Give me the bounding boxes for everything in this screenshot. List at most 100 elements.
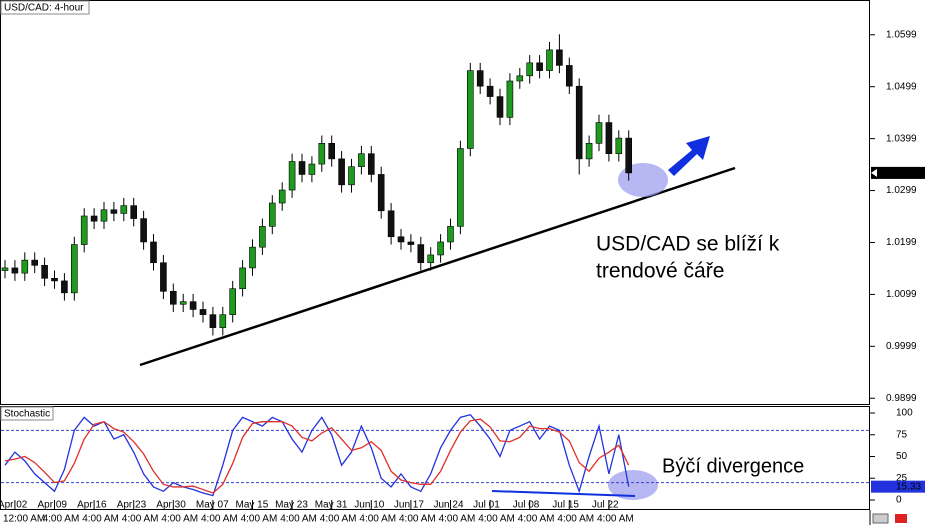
candle-body [219, 314, 227, 328]
annotation: trendové čáře [596, 260, 724, 283]
candle-body [476, 70, 484, 87]
current-value: 15.33 [896, 481, 921, 492]
x-tick-label: Jun 10 [354, 500, 384, 511]
x-tick-label: Apr 16 [77, 500, 107, 511]
candle-body [239, 267, 246, 289]
x-time-label: 4:00 AM [557, 514, 594, 525]
x-time-label: 4:00 AM [122, 514, 159, 525]
x-time-label: 4:00 AM [82, 514, 119, 525]
x-time-label: 4:00 AM [241, 514, 278, 525]
candle-body [21, 259, 29, 274]
x-tick-label: May 15 [236, 500, 269, 511]
candle-body [328, 143, 336, 160]
candle-body [338, 158, 345, 186]
candle-body [51, 278, 58, 282]
x-time-label: 4:00 AM [399, 514, 436, 525]
candle-body [268, 202, 276, 227]
x-tick-label: Jun 24 [434, 500, 464, 511]
candle-body [100, 209, 108, 222]
trendline [139, 166, 736, 367]
candle-body [397, 236, 405, 243]
candle-body [140, 218, 147, 243]
candle-body [288, 161, 296, 191]
candle-body [80, 215, 88, 245]
candle-body [160, 262, 167, 292]
candle-body [387, 210, 395, 238]
candle-body [625, 137, 633, 174]
stoch-title: Stochastic [4, 409, 50, 420]
candle-body [179, 301, 187, 305]
candle-body [486, 85, 494, 97]
x-tick-label: Apr 23 [117, 500, 147, 511]
y-tick-label: 0.9999 [886, 341, 917, 352]
candle-body [41, 265, 48, 279]
x-time-label: 4:00 AM [161, 514, 198, 525]
x-tick-label: Apr 09 [38, 500, 68, 511]
price-marker [871, 168, 877, 177]
candle-body [595, 122, 603, 144]
scroll-icon[interactable] [872, 513, 889, 524]
candle-body [298, 161, 306, 175]
x-time-label: 4:00 AM [478, 514, 515, 525]
y-tick-label: 0.9899 [886, 393, 917, 404]
x-time-label: 12:00 AM [3, 514, 45, 525]
candle-body [130, 205, 137, 219]
candle-body [516, 75, 524, 82]
candle-body [496, 96, 504, 118]
candle-body [1, 267, 9, 271]
stoch-title-box [0, 406, 54, 421]
highlight [608, 470, 658, 500]
candle-body [199, 309, 207, 315]
candle-body [546, 49, 553, 71]
x-tick-label: Jul 22 [592, 500, 619, 511]
arrow [668, 136, 710, 176]
candle-body [457, 148, 464, 227]
candle-body [120, 205, 128, 214]
candle-body [377, 174, 385, 212]
candle-body [11, 267, 19, 274]
candle-body [90, 215, 98, 222]
candle-body [318, 143, 326, 165]
x-tick-label: Jul 08 [513, 500, 540, 511]
y-tick-label: 1.0299 [886, 185, 917, 196]
y-tick-label: 50 [896, 451, 908, 462]
annotation: USD/CAD se blíží k [596, 233, 780, 256]
candle-body [71, 244, 78, 294]
x-time-label: 4:00 AM [201, 514, 238, 525]
candle-body [526, 62, 534, 77]
x-time-label: 4:00 AM [439, 514, 476, 525]
candle-body [506, 80, 514, 118]
scroll-icon[interactable] [895, 514, 907, 523]
current-price: 1.0333 [886, 168, 917, 179]
candle-body [565, 65, 573, 87]
candle-body [615, 137, 623, 154]
candle-body [575, 85, 583, 160]
title-box [0, 0, 90, 15]
candle-body [110, 209, 118, 214]
annotation: Býčí divergence [662, 455, 804, 477]
x-tick-label: May 07 [196, 500, 229, 511]
candle-body [358, 153, 365, 167]
candle-body [31, 259, 39, 266]
value-box [871, 480, 925, 493]
candle-body [605, 122, 613, 154]
y-tick-label: 25 [896, 473, 908, 484]
candle-body [556, 49, 563, 66]
candle-body [278, 189, 286, 204]
x-time-label: 4:00 AM [518, 514, 555, 525]
divergence-line [491, 490, 636, 497]
candle-body [367, 153, 375, 175]
candle-body [249, 246, 256, 269]
stoch-line [4, 414, 630, 497]
main-frame [0, 0, 870, 405]
candle-body [259, 226, 266, 248]
y-tick-label: 1.0399 [886, 133, 917, 144]
y-tick-label: 75 [896, 429, 908, 440]
y-tick-label: 1.0599 [886, 29, 917, 40]
x-time-label: 4:00 AM [597, 514, 634, 525]
x-tick-label: Jul 15 [552, 500, 579, 511]
candle-body [437, 241, 444, 256]
candle-body [170, 290, 177, 305]
x-tick-label: Apr 02 [0, 500, 28, 511]
